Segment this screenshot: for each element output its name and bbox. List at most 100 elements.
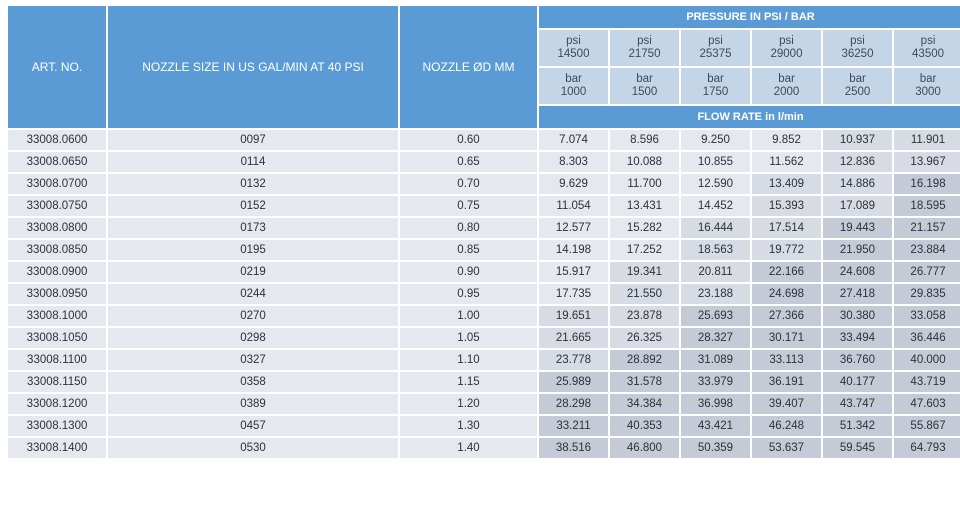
bar-value: 1500 [631, 86, 658, 98]
bar-value: 2000 [773, 86, 800, 98]
flow-rate-cell: 36.446 [894, 328, 960, 348]
flow-rate-cell: 33.211 [539, 416, 608, 436]
flow-rate-cell: 59.545 [823, 438, 892, 458]
flow-rate-cell: 14.886 [823, 174, 892, 194]
flow-rate-cell: 25.693 [681, 306, 750, 326]
flow-rate-cell: 9.629 [539, 174, 608, 194]
table-row: 33008.1300 0457 1.30 33.211 40.353 43.421 46.2… [8, 416, 960, 436]
flow-rate-cell: 8.596 [610, 130, 679, 150]
flow-rate-cell: 7.074 [539, 130, 608, 150]
table-row: 33008.1400 0530 1.40 38.516 46.800 50.359 53.6… [8, 438, 960, 458]
flow-rate-cell: 21.665 [539, 328, 608, 348]
nozzle-size-cell: 0530 [108, 438, 398, 458]
flow-rate-cell: 24.608 [823, 262, 892, 282]
flow-rate-cell: 46.800 [610, 438, 679, 458]
art-no-cell: 33008.0650 [8, 152, 106, 172]
flow-rate-cell: 17.514 [752, 218, 821, 238]
flow-rate-cell: 13.967 [894, 152, 960, 172]
flow-rate-cell: 23.878 [610, 306, 679, 326]
flow-rate-cell: 43.719 [894, 372, 960, 392]
flow-rate-cell: 15.917 [539, 262, 608, 282]
art-no-cell: 33008.0900 [8, 262, 106, 282]
flow-rate-cell: 24.698 [752, 284, 821, 304]
psi-value: 29000 [770, 48, 803, 60]
art-no-cell: 33008.0850 [8, 240, 106, 260]
flow-rate-cell: 31.578 [610, 372, 679, 392]
nozzle-diameter-cell: 0.95 [400, 284, 537, 304]
bar-unit-label: bar [565, 73, 582, 85]
flow-rate-cell: 17.735 [539, 284, 608, 304]
flow-rate-cell: 39.407 [752, 394, 821, 414]
flow-rate-cell: 30.380 [823, 306, 892, 326]
flow-rate-cell: 64.793 [894, 438, 960, 458]
flow-rate-cell: 12.836 [823, 152, 892, 172]
flow-rate-cell: 27.418 [823, 284, 892, 304]
flow-rate-cell: 43.421 [681, 416, 750, 436]
table-row: 33008.1100 0327 1.10 23.778 28.892 31.089 33.1… [8, 350, 960, 370]
flow-rate-cell: 40.353 [610, 416, 679, 436]
bar-header-2: bar 1750 [681, 68, 750, 104]
flow-rate-cell: 25.989 [539, 372, 608, 392]
psi-header-2: psi 25375 [681, 30, 750, 66]
nozzle-diameter-cell: 0.65 [400, 152, 537, 172]
flow-rate-cell: 36.191 [752, 372, 821, 392]
bar-header-1: bar 1500 [610, 68, 679, 104]
flow-rate-cell: 27.366 [752, 306, 821, 326]
bar-value: 1000 [560, 86, 587, 98]
psi-unit-label: psi [779, 35, 794, 47]
table-row: 33008.0950 0244 0.95 17.735 21.550 23.188 24.6… [8, 284, 960, 304]
flow-rate-cell: 10.937 [823, 130, 892, 150]
flow-rate-cell: 22.166 [752, 262, 821, 282]
flow-rate-cell: 28.892 [610, 350, 679, 370]
table-row: 33008.0700 0132 0.70 9.629 11.700 12.590 13.40… [8, 174, 960, 194]
flow-rate-cell: 28.327 [681, 328, 750, 348]
psi-unit-label: psi [920, 35, 936, 47]
table-row: 33008.0600 0097 0.60 7.074 8.596 9.250 9.852 10… [8, 130, 960, 150]
nozzle-size-cell: 0298 [108, 328, 398, 348]
flow-rate-cell: 34.384 [610, 394, 679, 414]
flow-rate-cell: 43.747 [823, 394, 892, 414]
bar-unit-label: bar [849, 73, 866, 85]
flow-rate-cell: 19.651 [539, 306, 608, 326]
table-row: 33008.0750 0152 0.75 11.054 13.431 14.452 15.3… [8, 196, 960, 216]
flow-rate-cell: 14.452 [681, 196, 750, 216]
flow-rate-cell: 40.000 [894, 350, 960, 370]
flow-rate-cell: 46.248 [752, 416, 821, 436]
nozzle-diameter-cell: 1.00 [400, 306, 537, 326]
flow-rate-cell: 33.113 [752, 350, 821, 370]
nozzle-size-cell: 0114 [108, 152, 398, 172]
flow-rate-cell: 17.252 [610, 240, 679, 260]
psi-unit-label: psi [708, 35, 723, 47]
bar-header-5: bar 3000 [894, 68, 960, 104]
nozzle-diameter-cell: 0.80 [400, 218, 537, 238]
psi-unit-label: psi [850, 35, 865, 47]
flow-rate-cell: 23.188 [681, 284, 750, 304]
flow-rate-cell: 18.563 [681, 240, 750, 260]
nozzle-size-cell: 0244 [108, 284, 398, 304]
flow-rate-cell: 11.700 [610, 174, 679, 194]
table-row: 33008.1050 0298 1.05 21.665 26.325 28.327 30.1… [8, 328, 960, 348]
nozzle-diameter-cell: 1.40 [400, 438, 537, 458]
flow-rate-cell: 11.901 [894, 130, 960, 150]
flow-rate-cell: 20.811 [681, 262, 750, 282]
flow-rate-cell: 21.157 [894, 218, 960, 238]
nozzle-size-cell: 0132 [108, 174, 398, 194]
bar-value: 2500 [844, 86, 871, 98]
art-no-cell: 33008.0950 [8, 284, 106, 304]
psi-value: 25375 [699, 48, 732, 60]
flow-rate-cell: 10.088 [610, 152, 679, 172]
nozzle-diameter-cell: 0.90 [400, 262, 537, 282]
nozzle-diameter-cell: 1.15 [400, 372, 537, 392]
bar-header-3: bar 2000 [752, 68, 821, 104]
nozzle-size-cell: 0358 [108, 372, 398, 392]
nozzle-size-cell: 0173 [108, 218, 398, 238]
header-flow-rate-group: FLOW RATE in l/min [539, 106, 960, 128]
art-no-cell: 33008.1050 [8, 328, 106, 348]
nozzle-size-cell: 0097 [108, 130, 398, 150]
art-no-cell: 33008.0700 [8, 174, 106, 194]
psi-value: 43500 [912, 48, 945, 60]
flow-rate-cell: 10.855 [681, 152, 750, 172]
flow-rate-cell: 31.089 [681, 350, 750, 370]
flow-rate-cell: 15.393 [752, 196, 821, 216]
nozzle-diameter-cell: 0.75 [400, 196, 537, 216]
